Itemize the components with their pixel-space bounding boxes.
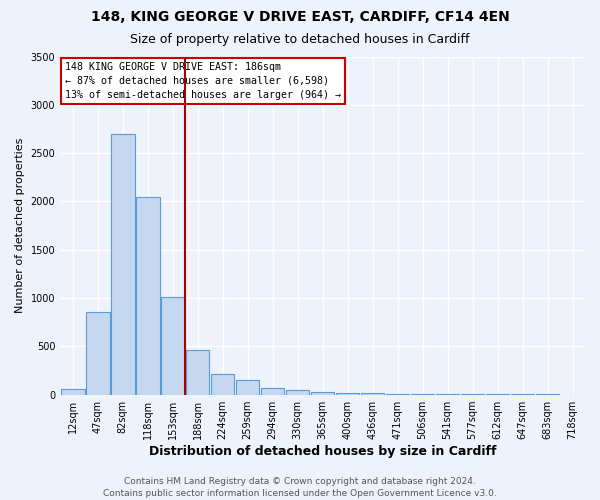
Bar <box>111 134 134 394</box>
Bar <box>186 350 209 395</box>
Bar <box>211 374 235 394</box>
Y-axis label: Number of detached properties: Number of detached properties <box>15 138 25 313</box>
Bar <box>236 380 259 394</box>
Text: Size of property relative to detached houses in Cardiff: Size of property relative to detached ho… <box>130 32 470 46</box>
Bar <box>136 196 160 394</box>
Bar <box>286 390 310 394</box>
Text: Contains HM Land Registry data © Crown copyright and database right 2024.: Contains HM Land Registry data © Crown c… <box>124 477 476 486</box>
Text: Contains public sector information licensed under the Open Government Licence v3: Contains public sector information licen… <box>103 488 497 498</box>
Bar <box>161 297 185 394</box>
Bar <box>86 312 110 394</box>
Text: 148 KING GEORGE V DRIVE EAST: 186sqm
← 87% of detached houses are smaller (6,598: 148 KING GEORGE V DRIVE EAST: 186sqm ← 8… <box>65 62 341 100</box>
X-axis label: Distribution of detached houses by size in Cardiff: Distribution of detached houses by size … <box>149 444 496 458</box>
Bar <box>61 389 85 394</box>
Bar <box>336 392 359 394</box>
Bar <box>311 392 334 394</box>
Bar <box>361 393 385 394</box>
Text: 148, KING GEORGE V DRIVE EAST, CARDIFF, CF14 4EN: 148, KING GEORGE V DRIVE EAST, CARDIFF, … <box>91 10 509 24</box>
Bar <box>261 388 284 394</box>
